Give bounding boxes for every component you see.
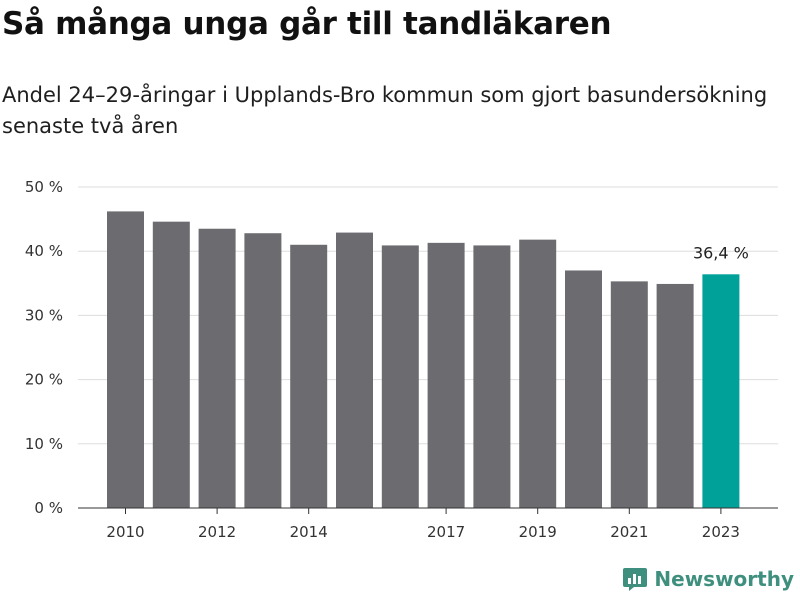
x-axis-ticks: 2010 2012 2014 2017 2019 2021 2023 — [106, 508, 740, 541]
bar-2017 — [427, 242, 465, 508]
x-tick-label: 2010 — [106, 523, 144, 541]
bar-2021 — [610, 281, 648, 508]
bar-2013 — [244, 233, 282, 508]
x-tick-label: 2017 — [427, 523, 465, 541]
chart-subtitle: Andel 24–29-åringar i Upplands-Bro kommu… — [2, 83, 768, 138]
x-tick-label: 2019 — [519, 523, 557, 541]
y-tick-label: 30 % — [25, 306, 63, 324]
y-tick-label: 10 % — [25, 435, 63, 453]
y-tick-label: 20 % — [25, 371, 63, 389]
bars — [107, 211, 740, 509]
x-tick-label: 2012 — [198, 523, 236, 541]
y-tick-label: 50 % — [25, 178, 63, 196]
bar-2014 — [290, 244, 328, 508]
bar-2010 — [107, 211, 144, 508]
bar-2023 — [702, 274, 740, 508]
data-labels: 36,4 % — [693, 243, 749, 262]
x-tick-label: 2023 — [702, 523, 740, 541]
bar-2012 — [198, 228, 236, 509]
bar-2011 — [152, 221, 190, 508]
brand-name: Newsworthy — [654, 567, 794, 591]
bar-2015 — [336, 232, 373, 508]
bar-2020 — [565, 270, 602, 508]
bar-2018 — [473, 245, 511, 508]
brand-logo: Newsworthy — [622, 566, 794, 592]
x-tick-label: 2014 — [290, 523, 328, 541]
bar-2022 — [656, 283, 694, 508]
data-label: 36,4 % — [693, 243, 749, 262]
y-tick-label: 40 % — [25, 242, 63, 260]
bar-2016 — [381, 245, 419, 508]
bar-2019 — [519, 239, 557, 509]
y-tick-label: 0 % — [34, 499, 63, 517]
newsworthy-logo-icon — [623, 568, 648, 591]
y-axis-ticks: 0 % 10 % 20 % 30 % 40 % 50 % — [25, 178, 63, 517]
x-tick-label: 2021 — [610, 523, 648, 541]
chart-title: Så många unga går till tandläkaren — [2, 6, 612, 42]
